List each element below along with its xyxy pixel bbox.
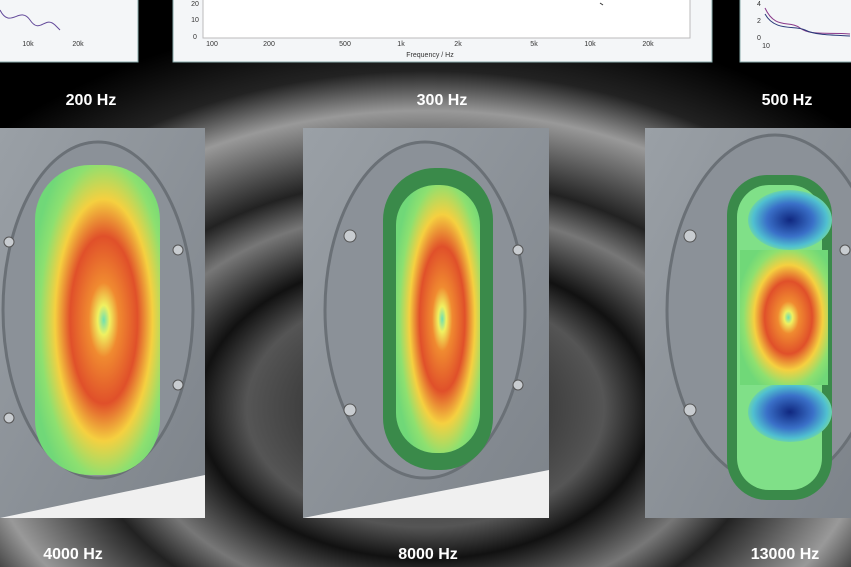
x-tick-label: 10 (762, 43, 770, 50)
speaker-200hz (0, 128, 205, 518)
speaker-300hz (303, 128, 549, 518)
x-tick-label: 10k (584, 41, 596, 48)
x-tick-label: 20k (642, 41, 654, 48)
frequency-label: 300 Hz (417, 92, 468, 109)
chart-panel-right (739, 0, 851, 63)
frequency-label: 4000 Hz (43, 546, 103, 563)
x-tick-label: 20k (72, 41, 84, 48)
x-tick-label: 100 (206, 41, 218, 48)
x-tick-label: 5k (530, 41, 538, 48)
x-tick-label: 1k (397, 41, 405, 48)
y-tick-label: 2 (757, 18, 761, 25)
frequency-label: 13000 Hz (751, 546, 820, 563)
frequency-label: 8000 Hz (398, 546, 458, 563)
y-tick-label: 10 (191, 17, 199, 24)
x-tick-label: 500 (339, 41, 351, 48)
screws (3, 229, 851, 424)
speaker-500hz (645, 128, 851, 518)
x-axis-label: Frequency / Hz (406, 52, 454, 59)
frequency-label: 500 Hz (762, 92, 813, 109)
plot-area (202, 0, 691, 39)
x-tick-label: 10k (22, 41, 34, 48)
curve (599, 2, 604, 6)
x-tick-label: 200 (263, 41, 275, 48)
frequency-label: 200 Hz (66, 92, 117, 109)
curve (764, 13, 851, 37)
y-tick-label: 0 (193, 34, 197, 41)
y-tick-label: 4 (757, 1, 761, 8)
chart-panel-left (0, 0, 139, 63)
curve (764, 7, 851, 35)
y-tick-label: 20 (191, 1, 199, 8)
y-tick-label: 0 (757, 35, 761, 42)
curve (0, 9, 61, 31)
x-tick-label: 2k (454, 41, 462, 48)
